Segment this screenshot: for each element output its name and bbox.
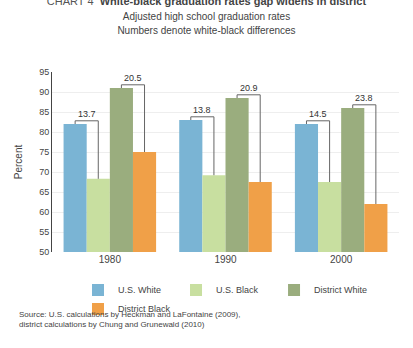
svg-text:50: 50	[39, 247, 49, 257]
svg-text:80: 80	[39, 127, 49, 137]
svg-text:95: 95	[39, 67, 49, 77]
svg-text:14.5: 14.5	[309, 109, 327, 119]
svg-text:85: 85	[39, 107, 49, 117]
svg-text:2000: 2000	[330, 254, 353, 265]
svg-text:90: 90	[39, 87, 49, 97]
svg-text:55: 55	[39, 227, 49, 237]
svg-text:20.9: 20.9	[240, 83, 258, 93]
svg-text:Source: U.S. calculations by H: Source: U.S. calculations by Heckman and…	[19, 310, 240, 329]
svg-text:1990: 1990	[214, 254, 237, 265]
svg-text:70: 70	[39, 167, 49, 177]
svg-text:District Black: District Black	[118, 304, 171, 314]
svg-text:65: 65	[39, 187, 49, 197]
svg-text:20.5: 20.5	[124, 73, 142, 83]
svg-text:District White: District White	[314, 285, 367, 295]
svg-text:13.7: 13.7	[78, 109, 96, 119]
svg-text:23.8: 23.8	[355, 93, 373, 103]
svg-text:U.S. White: U.S. White	[118, 285, 161, 295]
svg-text:CHART 4 White-black graduatio: CHART 4 White-black graduation rates gap…	[47, 0, 367, 36]
svg-text:1980: 1980	[99, 254, 122, 265]
svg-text:60: 60	[39, 207, 49, 217]
svg-text:U.S. Black: U.S. Black	[216, 285, 259, 295]
svg-text:13.8: 13.8	[193, 105, 211, 115]
svg-text:Percent: Percent	[13, 145, 24, 180]
svg-text:75: 75	[39, 147, 49, 157]
